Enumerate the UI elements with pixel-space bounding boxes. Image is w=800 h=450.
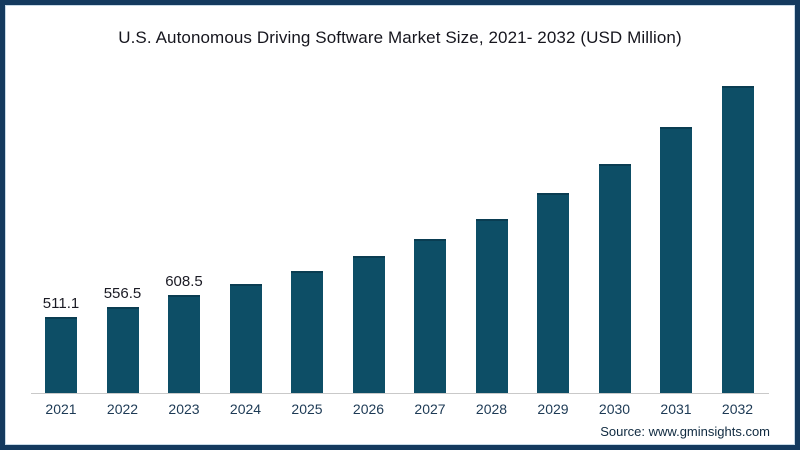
bar-2027 xyxy=(414,239,446,393)
x-tick-label-2025: 2025 xyxy=(291,401,323,417)
x-tick-label-2026: 2026 xyxy=(352,401,385,417)
bar-2026 xyxy=(352,256,385,393)
bar-2032 xyxy=(721,86,754,393)
bar-2029 xyxy=(537,193,569,393)
bar-2024 xyxy=(229,284,262,393)
bar-value-label-2022: 556.5 xyxy=(103,285,142,302)
x-tick-label-2029: 2029 xyxy=(537,401,569,417)
bars-container: 511.1 2021 556.5 2022 608.5 2023 2024 2025 2026 2… xyxy=(5,5,795,445)
x-tick-label-2028: 2028 xyxy=(475,401,508,417)
bar-2021 xyxy=(45,317,77,393)
x-tick-label-2023: 2023 xyxy=(168,401,200,417)
source-attribution: Source: www.gminsights.com xyxy=(600,424,770,439)
chart-title: U.S. Autonomous Driving Software Market … xyxy=(118,28,682,47)
x-tick-label-2032: 2032 xyxy=(721,401,754,417)
bar-2025 xyxy=(291,271,323,393)
x-axis-line xyxy=(31,393,769,394)
bar-2023 xyxy=(168,295,200,393)
bar-2031 xyxy=(660,127,692,393)
x-tick-label-2031: 2031 xyxy=(660,401,692,417)
x-tick-label-2022: 2022 xyxy=(106,401,139,417)
x-tick-label-2027: 2027 xyxy=(414,401,446,417)
bar-2028 xyxy=(475,219,508,393)
bar-2030 xyxy=(598,164,631,393)
plot-area: 511.1 2021 556.5 2022 608.5 2023 2024 2025 2026 2… xyxy=(5,5,795,445)
bar-value-label-2021: 511.1 xyxy=(42,295,80,312)
bar-value-label-2023: 608.5 xyxy=(165,273,203,290)
x-tick-label-2024: 2024 xyxy=(229,401,262,417)
bar-2022 xyxy=(106,307,139,393)
x-tick-label-2021: 2021 xyxy=(45,401,77,417)
x-tick-label-2030: 2030 xyxy=(598,401,631,417)
